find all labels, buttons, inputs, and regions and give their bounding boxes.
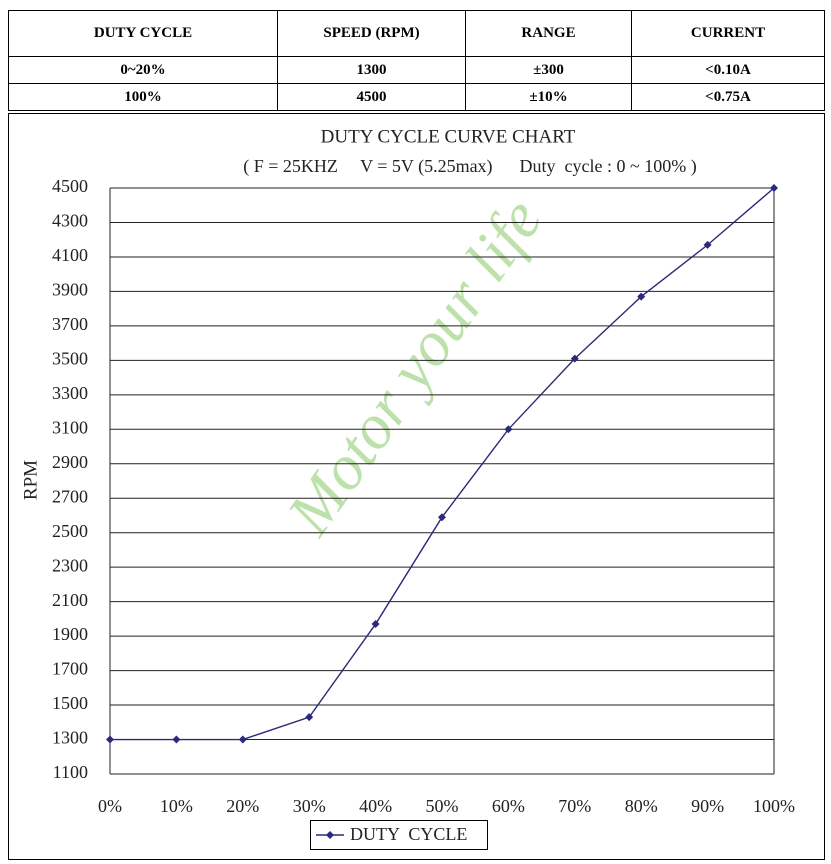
data-point [172,735,181,744]
header-cell: SPEED (RPM) [277,10,466,57]
legend-label: DUTY CYCLE [350,824,467,844]
data-point [438,513,446,522]
cell: ±10% [465,83,632,111]
y-tick-label: 1300 [52,728,88,748]
data-point [637,292,646,301]
data-point [305,713,314,722]
y-tick-label: 2700 [52,486,88,506]
cell: ±300 [465,56,632,84]
x-tick-label: 90% [691,796,724,816]
data-point [504,425,513,434]
y-tick-label: 1100 [53,762,88,782]
y-tick-label: 3100 [52,417,88,437]
y-tick-label: 2900 [52,452,88,472]
legend-marker [326,831,334,839]
y-tick-label: 3900 [52,280,88,300]
x-tick-label: 0% [98,796,122,816]
y-tick-label: 4300 [52,211,88,231]
cell: <0.75A [631,83,825,111]
watermark: Motor your life [273,186,556,548]
y-tick-label: 1500 [52,693,88,713]
x-tick-label: 70% [558,796,591,816]
data-point [703,240,712,249]
y-tick-label: 4100 [52,245,88,265]
x-tick-label: 100% [753,796,795,816]
y-tick-label: 2100 [52,590,88,610]
y-tick-label: 3700 [52,314,88,334]
x-tick-label: 50% [426,796,459,816]
cell: <0.10A [631,56,825,84]
spec-table: DUTY CYCLE SPEED (RPM) RANGE CURRENT 0~2… [8,10,825,111]
data-point [570,354,579,363]
data-point [770,184,778,192]
y-axis-label: RPM [20,460,41,500]
x-tick-label: 60% [492,796,525,816]
y-tick-label: 2500 [52,521,88,541]
y-tick-label: 1900 [52,624,88,644]
chart-subtitle: ( F = 25KHZ V = 5V (5.25max) Duty cycle … [243,156,697,177]
chart-frame [8,113,825,860]
data-point [106,735,114,744]
y-tick-label: 1700 [52,659,88,679]
cell: 100% [8,83,278,111]
cell: 4500 [277,83,466,111]
chart-title: DUTY CYCLE CURVE CHART [321,126,576,147]
row: 100% 4500 ±10% <0.75A [8,83,825,111]
y-tick-label: 4500 [52,176,88,196]
data-point [371,620,380,629]
x-tick-label: 10% [160,796,193,816]
y-tick-label: 3500 [52,348,88,368]
header-cell: DUTY CYCLE [8,10,278,57]
header-row: DUTY CYCLE SPEED (RPM) RANGE CURRENT [8,10,825,57]
x-tick-label: 40% [359,796,392,816]
y-tick-label: 2300 [52,555,88,575]
x-tick-label: 30% [293,796,326,816]
x-tick-label: 20% [226,796,259,816]
y-tick-label: 3300 [52,383,88,403]
x-tick-label: 80% [625,796,658,816]
row: 0~20% 1300 ±300 <0.10A [8,56,825,84]
header-cell: CURRENT [631,10,825,57]
data-point [238,735,247,744]
